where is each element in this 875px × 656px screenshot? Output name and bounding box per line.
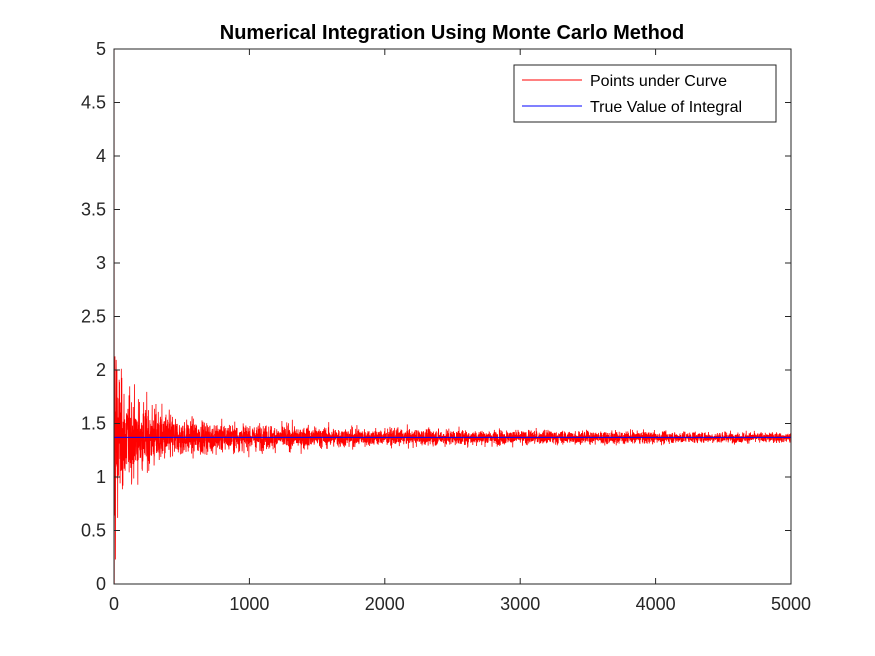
y-tick-label: 4 xyxy=(96,146,106,166)
y-tick-label: 0 xyxy=(96,574,106,594)
x-tick-label: 2000 xyxy=(365,594,405,614)
x-tick-label: 5000 xyxy=(771,594,811,614)
ticks-layer: 0 1000 2000 3000 4000 5000 0 0.5 1 1.5 2 2.5 3 3.5 4 4.… xyxy=(81,39,811,614)
x-tick-label: 0 xyxy=(109,594,119,614)
y-tick-label: 3.5 xyxy=(81,200,106,220)
series-line-points-under-curve xyxy=(113,48,792,585)
y-tick-label: 5 xyxy=(96,39,106,59)
plot-background xyxy=(114,49,791,584)
legend-label-points-under-curve: Points under Curve xyxy=(590,73,727,90)
y-tick-label: 1.5 xyxy=(81,414,106,434)
x-tick-label: 4000 xyxy=(636,594,676,614)
legend-box xyxy=(513,64,777,123)
series-layer xyxy=(113,48,792,585)
legend: Points under Curve True Value of Integra… xyxy=(513,64,777,123)
y-tick-label: 2.5 xyxy=(81,307,106,327)
y-tick-label: 3 xyxy=(96,253,106,273)
y-tick-label: 2 xyxy=(96,360,106,380)
legend-label-true-value-of-integral: True Value of Integral xyxy=(590,99,742,116)
chart-title: Numerical Integration Using Monte Carlo … xyxy=(220,22,684,44)
y-tick-label: 0.5 xyxy=(81,521,106,541)
x-tick-label: 3000 xyxy=(500,594,540,614)
plot-area: 0 1000 2000 3000 4000 5000 0 0.5 1 1.5 2 2.5 3 3.5 4 4.… xyxy=(81,39,811,614)
y-tick-label: 4.5 xyxy=(81,93,106,113)
y-tick-label: 1 xyxy=(96,467,106,487)
x-tick-label: 1000 xyxy=(229,594,269,614)
